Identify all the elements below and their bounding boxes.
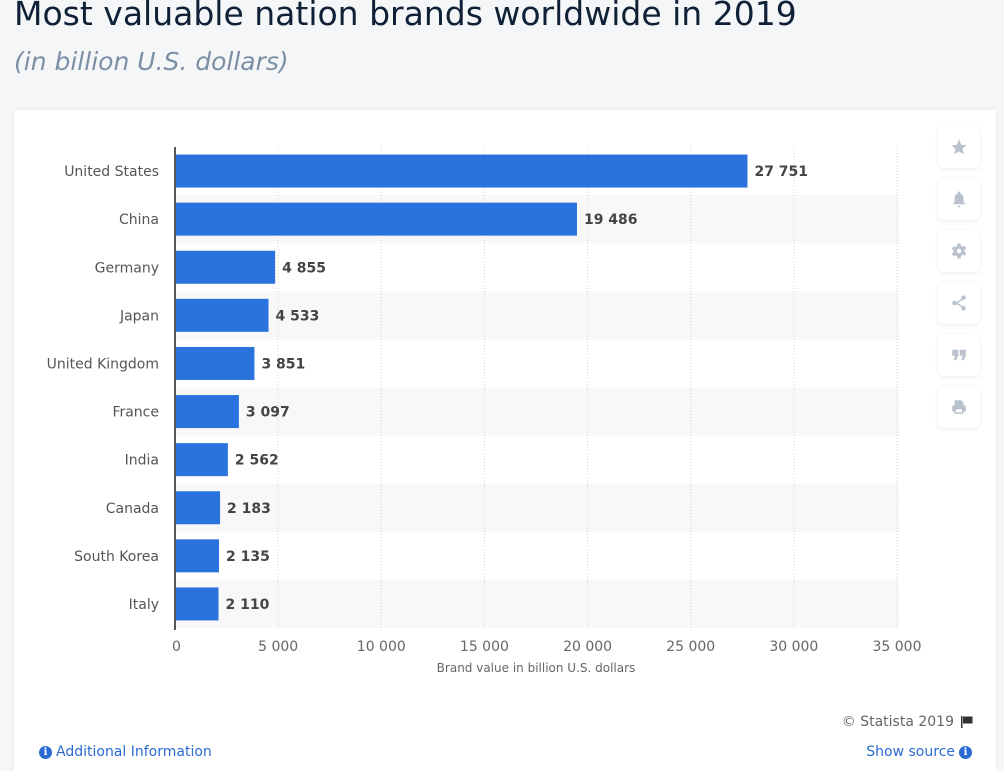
show-source-link[interactable]: Show source i bbox=[866, 744, 972, 760]
x-tick-label: 30 000 bbox=[769, 639, 818, 655]
x-tick-label: 15 000 bbox=[460, 639, 509, 655]
copyright: © Statista 2019 bbox=[842, 714, 974, 730]
x-tick-label: 20 000 bbox=[563, 639, 612, 655]
bar bbox=[176, 539, 220, 573]
value-label: 4 533 bbox=[276, 308, 320, 324]
value-label: 2 135 bbox=[226, 549, 270, 565]
category-label: Germany bbox=[95, 260, 159, 276]
value-label: 3 851 bbox=[261, 356, 305, 372]
print-button[interactable] bbox=[938, 386, 980, 428]
favorite-button[interactable] bbox=[938, 126, 980, 168]
row-stripe bbox=[175, 387, 899, 436]
chart-title: Most valuable nation brands worldwide in… bbox=[14, 0, 797, 33]
share-icon bbox=[952, 295, 966, 311]
info-icon: i bbox=[959, 745, 972, 759]
print-icon bbox=[952, 400, 966, 414]
bar bbox=[176, 298, 269, 332]
bar bbox=[176, 587, 219, 621]
x-tick-label: 0 bbox=[172, 639, 181, 655]
category-label: United Kingdom bbox=[47, 356, 159, 372]
gear-icon bbox=[951, 243, 967, 259]
bar bbox=[176, 443, 228, 477]
x-tick-label: 5 000 bbox=[258, 639, 298, 655]
quote-icon bbox=[952, 349, 966, 361]
cite-button[interactable] bbox=[938, 334, 980, 376]
info-icon: i bbox=[39, 745, 52, 759]
category-label: Italy bbox=[129, 597, 159, 613]
value-label: 3 097 bbox=[246, 405, 290, 421]
bar bbox=[176, 202, 577, 236]
additional-information-label: Additional Information bbox=[56, 744, 212, 760]
row-stripe bbox=[175, 483, 899, 532]
value-label: 2 562 bbox=[235, 453, 279, 469]
value-label: 4 855 bbox=[282, 260, 326, 276]
bar bbox=[176, 395, 239, 429]
additional-information-link[interactable]: i Additional Information bbox=[39, 744, 212, 760]
share-button[interactable] bbox=[938, 282, 980, 324]
bar bbox=[176, 346, 255, 380]
row-stripe bbox=[175, 291, 899, 340]
x-tick-label: 10 000 bbox=[357, 639, 406, 655]
x-axis-title: Brand value in billion U.S. dollars bbox=[437, 661, 636, 675]
star-icon bbox=[951, 139, 967, 155]
bar bbox=[176, 154, 748, 188]
category-label: Japan bbox=[119, 308, 159, 324]
category-label: France bbox=[112, 405, 159, 421]
value-label: 2 110 bbox=[226, 597, 270, 613]
bell-icon bbox=[953, 191, 965, 208]
copyright-text: © Statista 2019 bbox=[841, 714, 954, 730]
category-label: China bbox=[119, 212, 159, 228]
bar bbox=[176, 250, 276, 284]
x-tick-label: 25 000 bbox=[666, 639, 715, 655]
flag-icon[interactable] bbox=[960, 715, 974, 729]
category-label: Canada bbox=[106, 501, 159, 517]
value-label: 2 183 bbox=[227, 501, 271, 517]
value-label: 27 751 bbox=[754, 164, 808, 180]
category-label: United States bbox=[64, 164, 159, 180]
row-stripe bbox=[175, 579, 899, 628]
notification-button[interactable] bbox=[938, 178, 980, 220]
chart-subtitle: (in billion U.S. dollars) bbox=[14, 47, 289, 76]
show-source-label: Show source bbox=[866, 744, 955, 760]
x-tick-label: 35 000 bbox=[873, 639, 922, 655]
settings-button[interactable] bbox=[938, 230, 980, 272]
value-label: 19 486 bbox=[584, 212, 638, 228]
bar bbox=[176, 491, 221, 525]
category-label: South Korea bbox=[74, 549, 159, 565]
category-label: India bbox=[125, 453, 159, 469]
